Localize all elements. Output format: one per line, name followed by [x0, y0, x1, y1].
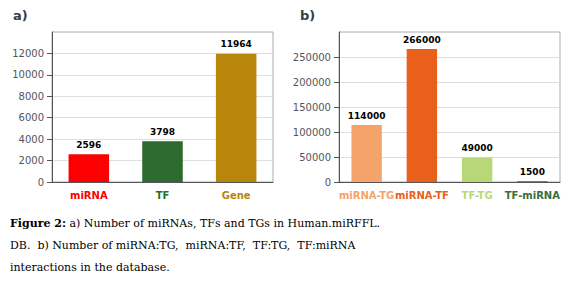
svg-text:miRNA-TG: miRNA-TG — [339, 190, 394, 201]
svg-text:49000: 49000 — [461, 143, 492, 153]
svg-text:3798: 3798 — [150, 127, 175, 137]
svg-text:a): a) — [13, 8, 28, 23]
svg-text:11964: 11964 — [221, 39, 252, 49]
svg-text:DB. b) Number of miRNA:TG, m: DB. b) Number of miRNA:TG, miRNA:TF, TF:… — [10, 239, 356, 252]
svg-text:10000: 10000 — [12, 69, 44, 80]
svg-text:50000: 50000 — [299, 152, 331, 163]
svg-text:114000: 114000 — [348, 111, 386, 121]
svg-text:2596: 2596 — [76, 140, 101, 150]
svg-text:4000: 4000 — [19, 134, 44, 145]
svg-text:0: 0 — [38, 177, 44, 188]
svg-text:8000: 8000 — [19, 91, 44, 102]
svg-text:interactions in the database.: interactions in the database. — [10, 261, 170, 274]
svg-text:Figure 2:: Figure 2: — [10, 217, 66, 230]
svg-text:266000: 266000 — [403, 35, 441, 45]
svg-text:6000: 6000 — [19, 112, 44, 123]
svg-text:Gene: Gene — [222, 190, 251, 201]
svg-text:miRNA-TF: miRNA-TF — [395, 190, 449, 201]
svg-text:miRNA: miRNA — [70, 190, 108, 201]
svg-text:0: 0 — [325, 177, 331, 188]
svg-text:200000: 200000 — [293, 77, 331, 88]
svg-text:TF-miRNA: TF-miRNA — [505, 190, 560, 201]
svg-text:b): b) — [300, 8, 315, 23]
svg-text:150000: 150000 — [293, 102, 331, 113]
svg-text:TF: TF — [156, 190, 170, 201]
svg-text:250000: 250000 — [293, 52, 331, 63]
svg-text:2000: 2000 — [19, 155, 44, 166]
svg-text:12000: 12000 — [12, 48, 44, 59]
svg-text:TF-TG: TF-TG — [462, 190, 493, 201]
svg-text:100000: 100000 — [293, 127, 331, 138]
svg-text:1500: 1500 — [520, 167, 545, 177]
svg-text:a) Number of miRNAs, TFs and T: a) Number of miRNAs, TFs and TGs in Huma… — [66, 217, 380, 230]
